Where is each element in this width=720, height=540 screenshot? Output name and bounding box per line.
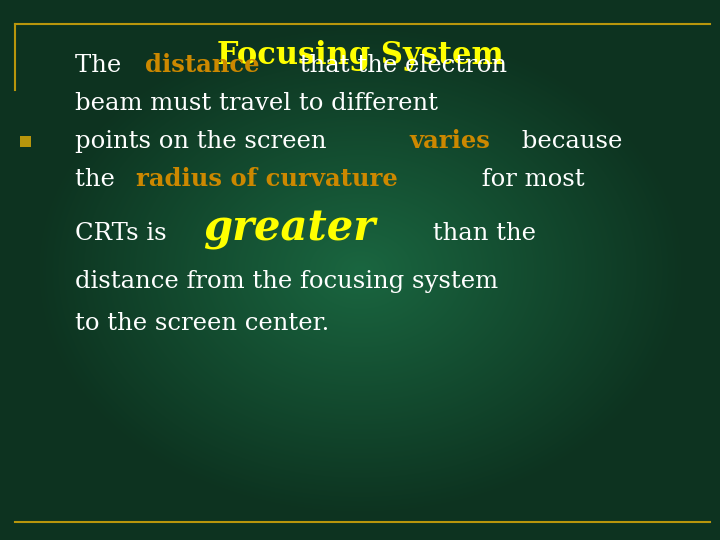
Text: greater: greater — [203, 207, 375, 249]
Text: beam must travel to different: beam must travel to different — [75, 92, 438, 115]
Text: radius of curvature: radius of curvature — [137, 167, 398, 191]
Text: CRTs is: CRTs is — [75, 222, 174, 245]
Text: than the: than the — [426, 222, 536, 245]
Text: distance from the focusing system: distance from the focusing system — [75, 270, 498, 293]
Bar — [20, 136, 31, 147]
Text: Focusing System: Focusing System — [217, 40, 503, 71]
Text: for most: for most — [474, 168, 585, 191]
Text: points on the screen: points on the screen — [75, 130, 334, 153]
Text: The: The — [75, 54, 129, 77]
Text: the: the — [75, 168, 122, 191]
Text: because: because — [514, 130, 622, 153]
Text: distance: distance — [145, 53, 259, 77]
Text: to the screen center.: to the screen center. — [75, 312, 329, 335]
Text: that the electron: that the electron — [292, 54, 508, 77]
Text: varies: varies — [410, 129, 490, 153]
